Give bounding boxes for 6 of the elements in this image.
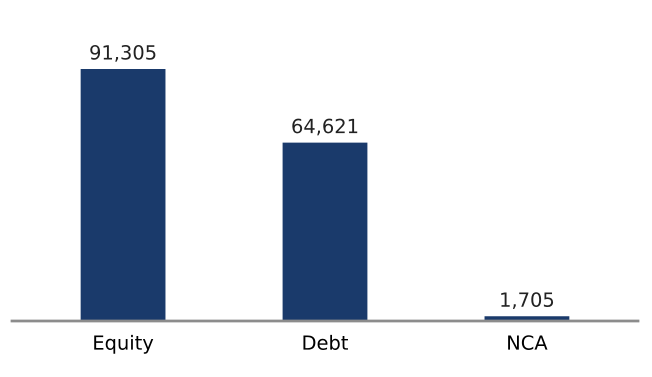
data-label: 1,705 [501,292,554,309]
x-tick-label: Equity [94,334,154,354]
data-label: 91,305 [90,45,156,62]
x-tick-label: NCA [508,335,548,350]
x-tick-label: Debt [303,334,348,350]
data-label: 64,621 [292,118,358,136]
